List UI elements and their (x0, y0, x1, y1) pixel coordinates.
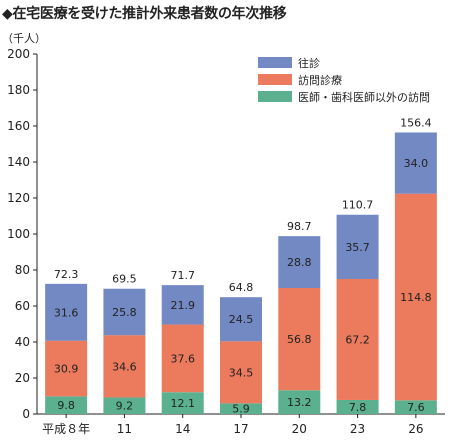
bar-segment (220, 297, 262, 342)
bar-segment (336, 279, 379, 400)
bar-value-label: 56.8 (287, 333, 312, 346)
bar-value-label: 25.8 (112, 306, 137, 319)
x-tick-label: 20 (292, 422, 307, 436)
x-tick-label: 11 (117, 422, 132, 436)
bar-segment (45, 340, 88, 397)
y-tick-label: 100 (7, 227, 30, 241)
bar-total-label: 156.4 (400, 116, 432, 129)
legend-swatch (258, 57, 292, 68)
x-tick-label: 23 (350, 422, 365, 436)
bar-segment (103, 288, 146, 336)
bar-value-label: 34.5 (229, 366, 254, 379)
bar-value-label: 34.0 (404, 157, 429, 170)
bar-value-label: 13.2 (287, 396, 312, 409)
x-tick-label: 26 (408, 422, 423, 436)
bar-segment (278, 288, 321, 391)
legend-label: 訪問診療 (298, 73, 342, 87)
bar-total-label: 64.8 (229, 281, 254, 294)
legend-swatch (258, 74, 292, 85)
bar-value-label: 21.9 (170, 299, 195, 312)
y-tick-label: 40 (15, 335, 30, 349)
y-tick-label: 120 (7, 191, 30, 205)
bar-segment (278, 390, 321, 414)
bar-segment (278, 236, 321, 288)
bar-segment (103, 335, 146, 398)
y-tick-label: 20 (15, 371, 30, 385)
bar-value-label: 30.9 (54, 363, 79, 376)
bar-segment (103, 397, 146, 414)
bar-segment (394, 193, 437, 401)
bar-value-label: 114.8 (400, 291, 432, 304)
chart-title: ◆在宅医療を受けた推計外来患者数の年次推移 (2, 6, 287, 22)
y-tick-label: 80 (15, 263, 30, 277)
bar-value-label: 24.5 (229, 313, 254, 326)
bar-value-label: 35.7 (345, 241, 370, 254)
x-tick-label: 17 (233, 422, 248, 436)
y-tick-label: 140 (7, 155, 30, 169)
bar-segment (394, 132, 437, 194)
x-tick-label: 14 (175, 422, 190, 436)
bar-segment (45, 283, 88, 341)
bar-total-label: 110.7 (342, 199, 374, 212)
y-tick-label: 160 (7, 119, 30, 133)
bar-total-label: 71.7 (170, 269, 195, 282)
bar-segment (45, 396, 88, 414)
y-tick-label: 60 (15, 299, 30, 313)
bar-value-label: 7.6 (407, 401, 425, 414)
bar-value-label: 5.9 (232, 403, 250, 416)
bar-total-label: 98.7 (287, 220, 312, 233)
bar-value-label: 28.8 (287, 256, 312, 269)
legend-swatch (258, 91, 292, 102)
bar-value-label: 9.2 (116, 400, 134, 413)
bar-segment (161, 285, 204, 325)
y-tick-label: 200 (7, 47, 30, 61)
bar-value-label: 12.1 (170, 397, 195, 410)
legend-label: 医師・歯科医師以外の訪問 (298, 90, 430, 104)
bar-segment (161, 392, 204, 414)
x-tick-label: 平成８年 (42, 422, 90, 436)
bar-total-label: 72.3 (54, 268, 79, 281)
bar-value-label: 9.8 (57, 399, 75, 412)
bar-segment (161, 324, 204, 393)
bar-total-label: 69.5 (112, 273, 137, 286)
y-tick-label: 180 (7, 83, 30, 97)
y-tick-label: 0 (22, 407, 30, 421)
legend-label: 往診 (298, 56, 320, 70)
bar-value-label: 31.6 (54, 306, 79, 319)
bar-segment (394, 400, 437, 414)
bar-segment (220, 403, 262, 414)
bar-value-label: 37.6 (170, 352, 195, 365)
bar-value-label: 7.8 (349, 401, 367, 414)
bar-segment (336, 399, 379, 414)
bar-segment (336, 214, 379, 279)
bar-value-label: 34.6 (112, 360, 137, 373)
bar-segment (220, 341, 262, 404)
y-axis-unit-label: （千人） (2, 32, 46, 45)
bar-value-label: 67.2 (345, 333, 370, 346)
